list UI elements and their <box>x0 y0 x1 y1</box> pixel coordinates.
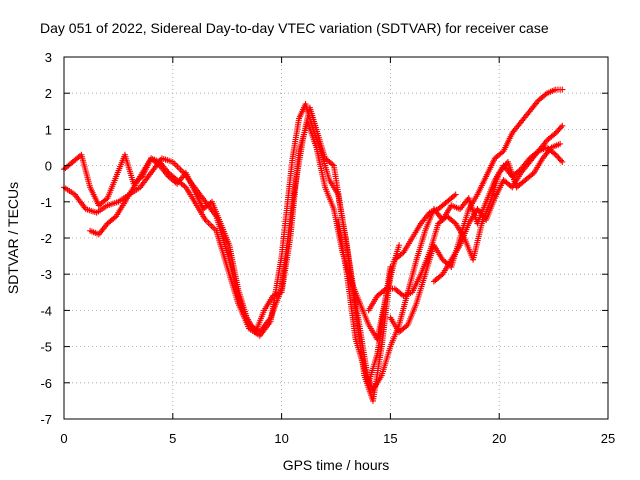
y-tick-label: -6 <box>40 376 52 391</box>
y-tick-label: -4 <box>40 303 52 318</box>
y-tick-label: -3 <box>40 267 52 282</box>
grid <box>64 57 608 419</box>
y-tick-label: 0 <box>45 159 52 174</box>
series-track-5 <box>387 86 566 336</box>
data-point <box>559 158 566 165</box>
y-tick-label: 3 <box>45 50 52 65</box>
data-point <box>554 153 561 160</box>
y-tick-label: 1 <box>45 122 52 137</box>
data-point <box>559 86 566 93</box>
series-track-6 <box>430 122 566 285</box>
series-track-7 <box>365 140 564 314</box>
x-tick-label: 20 <box>492 431 506 446</box>
x-tick-label: 10 <box>274 431 288 446</box>
x-tick-label: 15 <box>383 431 397 446</box>
y-tick-label: -7 <box>40 412 52 427</box>
data-point <box>557 124 564 131</box>
data-point <box>557 157 564 164</box>
data-point <box>555 127 562 134</box>
data-point <box>557 140 564 147</box>
chart-title: Day 051 of 2022, Sidereal Day-to-day VTE… <box>40 20 549 36</box>
data-point <box>559 122 566 129</box>
x-tick-label: 0 <box>60 431 67 446</box>
data-point <box>552 130 559 137</box>
data-point <box>396 242 403 249</box>
y-axis-label: SDTVAR / TECUs <box>5 182 21 294</box>
x-tick-label: 5 <box>169 431 176 446</box>
data-point <box>554 128 561 135</box>
x-axis-label: GPS time / hours <box>283 457 390 473</box>
data-point <box>556 125 563 132</box>
data-series <box>61 86 566 404</box>
data-point <box>552 151 559 158</box>
x-tick-label: 25 <box>601 431 615 446</box>
y-tick-label: -1 <box>40 195 52 210</box>
y-tick-label: 2 <box>45 86 52 101</box>
data-point <box>555 154 562 161</box>
y-tick-label: -2 <box>40 231 52 246</box>
data-point <box>452 191 459 198</box>
y-tick-label: -5 <box>40 340 52 355</box>
series-track-4 <box>335 144 566 394</box>
data-point <box>556 156 563 163</box>
